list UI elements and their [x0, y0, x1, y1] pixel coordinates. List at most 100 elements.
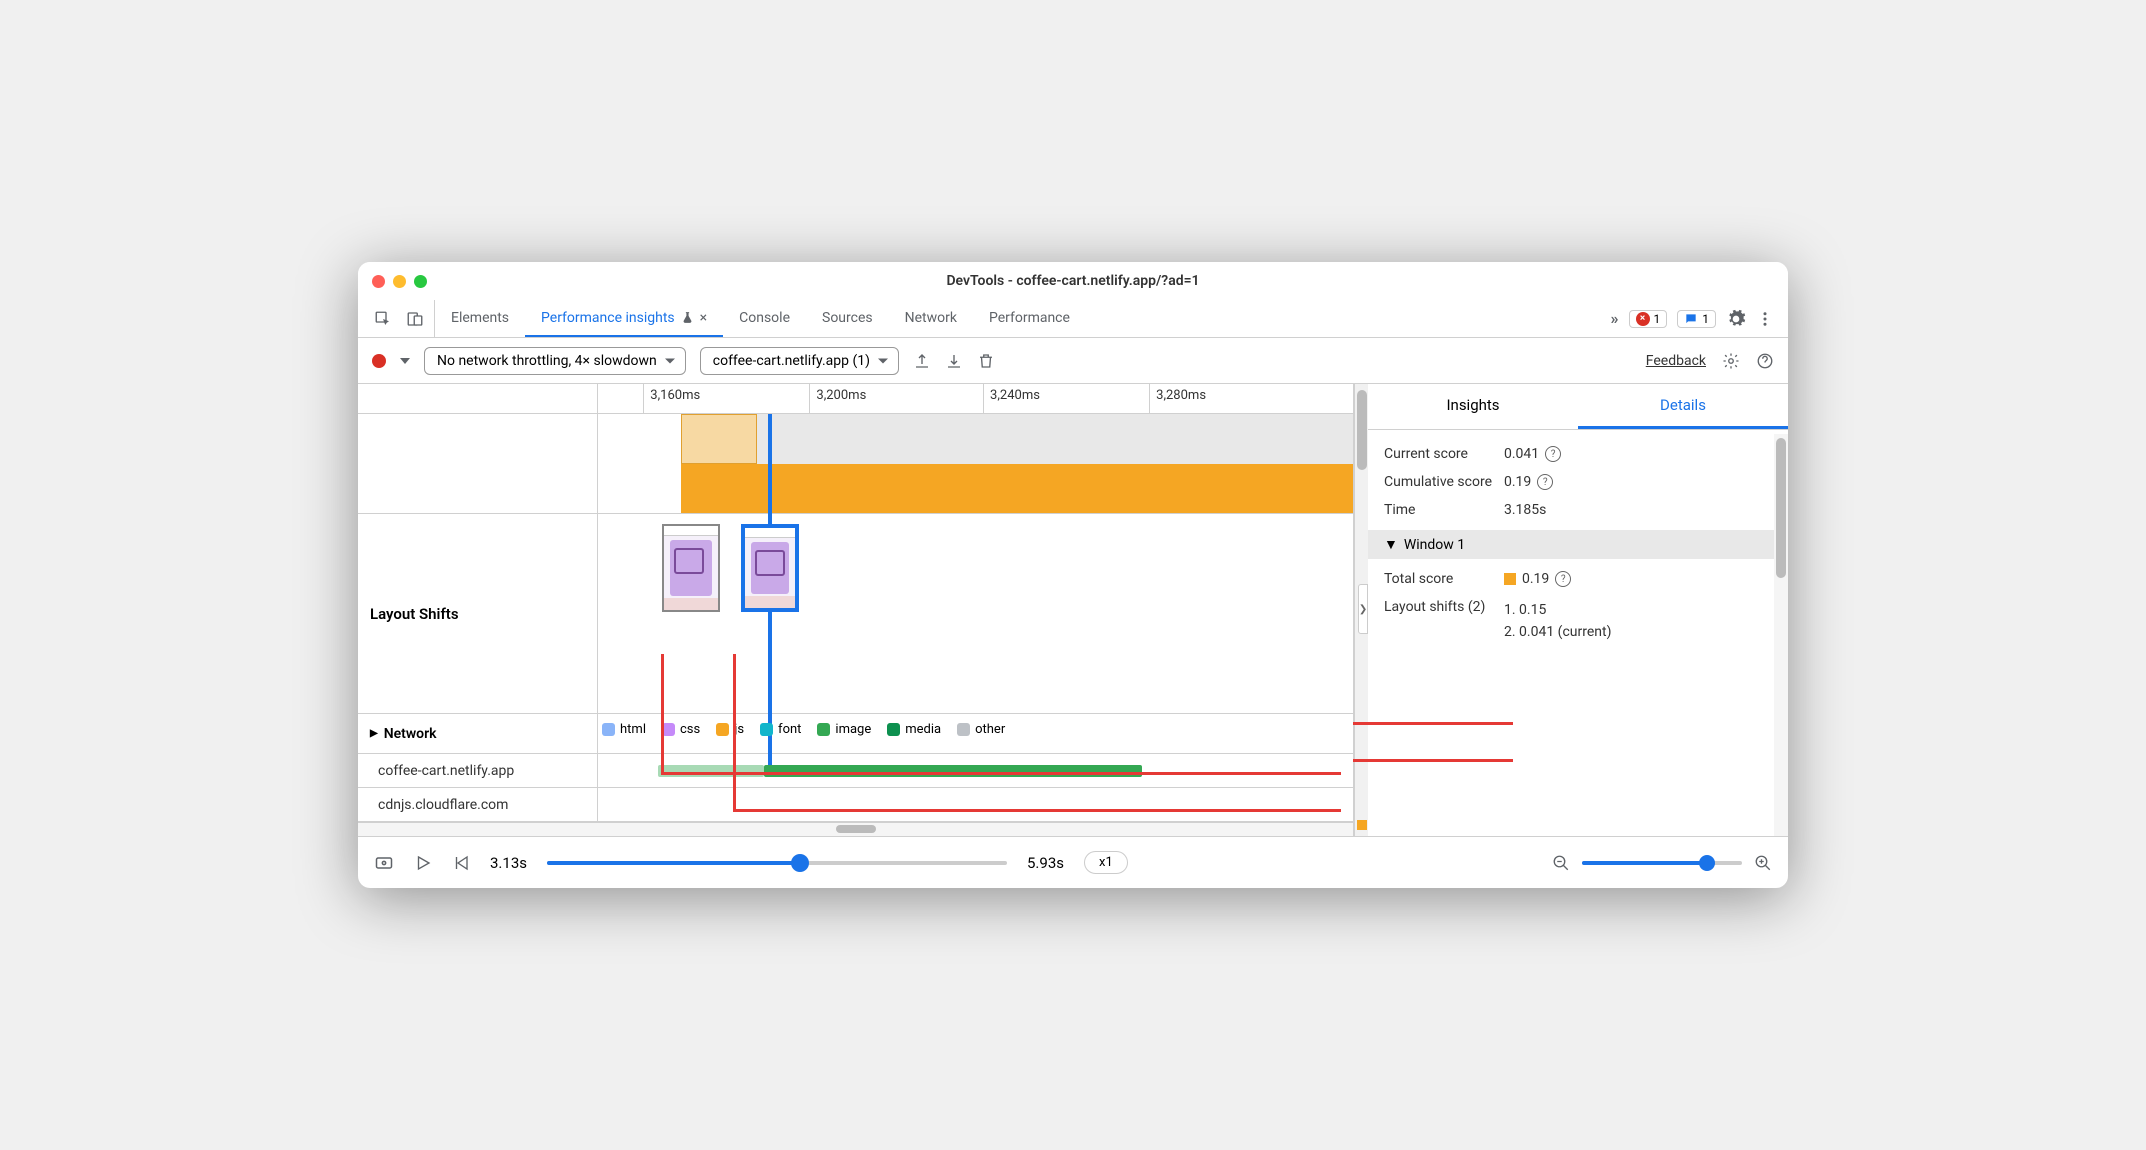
tab-console[interactable]: Console: [723, 300, 806, 337]
help-icon[interactable]: ?: [1537, 474, 1553, 490]
sidebar-tabs: Insights Details: [1368, 384, 1788, 430]
layout-shift-item[interactable]: 1. 0.15: [1504, 599, 1611, 621]
tab-insights[interactable]: Insights: [1368, 384, 1578, 429]
time-end-label: 5.93s: [1027, 854, 1064, 872]
network-host-label: coffee-cart.netlify.app: [358, 754, 598, 787]
layout-shifts-track: Layout Shifts: [358, 514, 1353, 714]
sidebar-scrollbar[interactable]: [1774, 434, 1788, 836]
playback-speed[interactable]: x1: [1084, 851, 1128, 874]
current-score-row: Current score 0.041?: [1384, 440, 1772, 468]
help-icon[interactable]: ?: [1545, 446, 1561, 462]
play-button[interactable]: [414, 854, 432, 872]
rewind-button[interactable]: [452, 854, 470, 872]
network-label[interactable]: ▶ Network: [358, 714, 598, 753]
panel-settings-gear-icon[interactable]: [1722, 352, 1740, 370]
network-host-label: cdnjs.cloudflare.com: [358, 788, 598, 821]
playback-bar: 3.13s 5.93s x1: [358, 836, 1788, 888]
tab-performance[interactable]: Performance: [973, 300, 1086, 337]
tab-sources[interactable]: Sources: [806, 300, 889, 337]
record-button[interactable]: [372, 354, 386, 368]
annotation-line: [1353, 759, 1513, 762]
zoom-slider[interactable]: [1582, 861, 1742, 865]
total-score-row: Total score 0.19?: [1384, 565, 1772, 593]
details-sidebar: ❯ Insights Details Current score 0.041? …: [1368, 384, 1788, 836]
flame-activity-bar[interactable]: [681, 464, 1353, 514]
flame-task-bar[interactable]: [681, 414, 757, 464]
tabbar-right: » × 1 1: [1611, 300, 1783, 337]
layout-shift-thumbnail[interactable]: [662, 524, 720, 612]
devtools-window: DevTools - coffee-cart.netlify.app/?ad=1…: [358, 262, 1788, 888]
message-badge[interactable]: 1: [1677, 310, 1716, 328]
sidebar-body: Current score 0.041? Cumulative score 0.…: [1368, 430, 1788, 659]
time-row: Time 3.185s: [1384, 496, 1772, 524]
expand-arrow-icon: ▶: [370, 728, 378, 739]
tabs-overflow-icon[interactable]: »: [1611, 309, 1619, 328]
tab-network[interactable]: Network: [889, 300, 973, 337]
minimize-window-button[interactable]: [393, 275, 406, 288]
zoom-in-icon[interactable]: [1754, 854, 1772, 872]
inspect-element-icon[interactable]: [374, 310, 392, 328]
tabbar-left-tools: [364, 300, 435, 337]
titlebar: DevTools - coffee-cart.netlify.app/?ad=1: [358, 262, 1788, 300]
network-bar[interactable]: [658, 765, 764, 777]
window-section-header[interactable]: ▼ Window 1: [1368, 530, 1788, 559]
network-track-header: ▶ Network html css js font image media other: [358, 714, 1353, 754]
more-menu-icon[interactable]: [1756, 310, 1774, 328]
score-color-icon: [1504, 573, 1516, 585]
error-badge[interactable]: × 1: [1629, 310, 1668, 328]
cumulative-score-row: Cumulative score 0.19?: [1384, 468, 1772, 496]
help-icon[interactable]: ?: [1555, 571, 1571, 587]
horizontal-scrollbar[interactable]: [358, 822, 1353, 836]
ruler-tick: 3,240ms: [983, 384, 1046, 413]
legend-item: css: [662, 722, 700, 737]
insights-toolbar: No network throttling, 4× slowdown coffe…: [358, 338, 1788, 384]
legend-item: media: [887, 722, 941, 737]
maximize-window-button[interactable]: [414, 275, 427, 288]
panel-tabbar: Elements Performance insights × Console …: [358, 300, 1788, 338]
collapse-arrow-icon: ▼: [1384, 536, 1398, 553]
delete-icon[interactable]: [977, 352, 995, 370]
close-window-button[interactable]: [372, 275, 385, 288]
layout-shifts-label: Layout Shifts: [358, 514, 598, 713]
ruler-tick: 3,200ms: [809, 384, 872, 413]
legend-item: image: [817, 722, 871, 737]
ruler-tick: 3,280ms: [1149, 384, 1212, 413]
record-menu-chevron-icon[interactable]: [400, 356, 410, 366]
help-icon[interactable]: [1756, 352, 1774, 370]
message-icon: [1684, 312, 1698, 326]
experiment-flask-icon: [681, 311, 694, 324]
layout-shift-thumbnail[interactable]: [741, 524, 799, 612]
annotation-line: [1353, 722, 1513, 725]
export-icon[interactable]: [913, 352, 931, 370]
import-icon[interactable]: [945, 352, 963, 370]
zoom-out-icon[interactable]: [1552, 854, 1570, 872]
time-start-label: 3.13s: [490, 854, 527, 872]
device-toolbar-icon[interactable]: [406, 310, 424, 328]
window-title: DevTools - coffee-cart.netlify.app/?ad=1: [372, 273, 1774, 289]
network-request-row[interactable]: cdnjs.cloudflare.com: [358, 788, 1353, 822]
scrollbar-marker: [1357, 820, 1367, 830]
network-bar[interactable]: [764, 765, 1142, 777]
layout-shift-item[interactable]: 2. 0.041 (current): [1504, 621, 1611, 643]
main-area: 3,160ms 3,200ms 3,240ms 3,280ms Layout Shif…: [358, 384, 1788, 836]
legend-item: js: [716, 722, 744, 737]
throttling-dropdown[interactable]: No network throttling, 4× slowdown: [424, 347, 686, 375]
page-dropdown[interactable]: coffee-cart.netlify.app (1): [700, 347, 899, 375]
tab-elements[interactable]: Elements: [435, 300, 525, 337]
toggle-screenshots-icon[interactable]: [374, 853, 394, 873]
tab-performance-insights[interactable]: Performance insights ×: [525, 300, 723, 337]
traffic-lights: [372, 275, 427, 288]
close-tab-icon[interactable]: ×: [700, 310, 707, 326]
time-ruler[interactable]: 3,160ms 3,200ms 3,240ms 3,280ms: [358, 384, 1353, 414]
tab-details[interactable]: Details: [1578, 384, 1788, 429]
settings-gear-icon[interactable]: [1726, 309, 1746, 329]
ruler-tick: 3,160ms: [643, 384, 706, 413]
layout-shifts-list-row: Layout shifts (2) 1. 0.152. 0.041 (curre…: [1384, 593, 1772, 649]
legend-item: font: [760, 722, 801, 737]
legend-item: html: [602, 722, 646, 737]
sidebar-resize-handle[interactable]: ❯: [1358, 584, 1368, 634]
network-request-row[interactable]: coffee-cart.netlify.app: [358, 754, 1353, 788]
time-slider[interactable]: [547, 861, 1007, 865]
feedback-link[interactable]: Feedback: [1646, 353, 1706, 369]
legend-item: other: [957, 722, 1005, 737]
